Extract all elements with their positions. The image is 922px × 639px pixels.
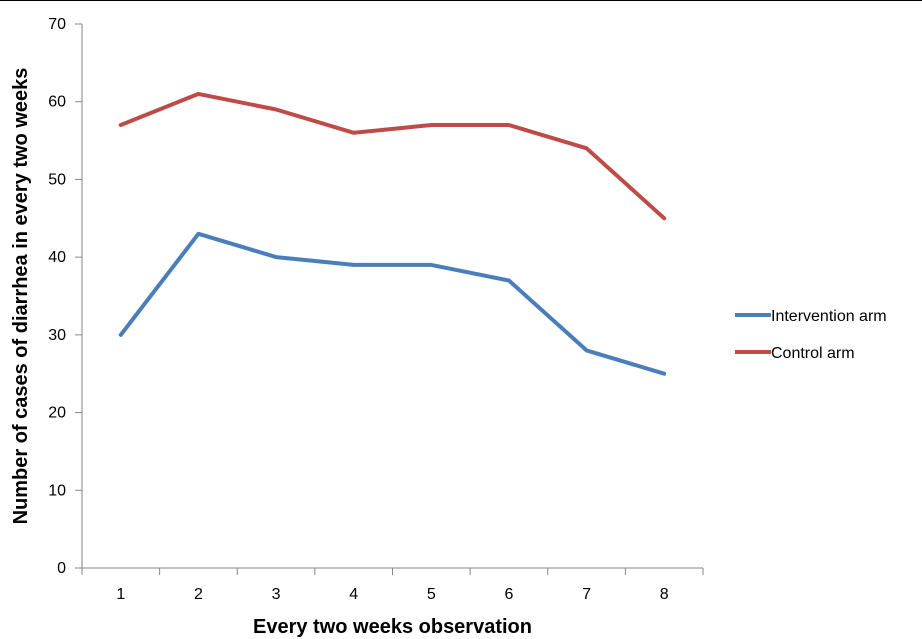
data-point — [353, 132, 355, 134]
data-point — [353, 264, 355, 266]
data-point — [275, 108, 277, 110]
y-tick-label: 10 — [48, 482, 66, 499]
y-axis-ticks: 0 10 20 30 40 50 60 70 — [48, 16, 82, 577]
y-tick-label: 70 — [48, 16, 66, 33]
data-point — [508, 124, 510, 126]
data-point — [663, 217, 665, 219]
data-point — [275, 256, 277, 258]
top-border-line — [0, 0, 922, 1]
x-tick-label: 4 — [349, 586, 358, 603]
data-point — [430, 264, 432, 266]
series-line-intervention-arm — [118, 231, 667, 376]
data-point — [430, 124, 432, 126]
x-tick-label: 7 — [582, 586, 591, 603]
data-point — [586, 349, 588, 351]
y-tick-label: 20 — [48, 405, 66, 422]
data-point — [508, 279, 510, 281]
data-point — [197, 233, 199, 235]
legend-label: Control arm — [771, 345, 855, 362]
y-axis-title: Number of cases of diarrhea in every two… — [10, 68, 32, 525]
x-tick-label: 5 — [427, 586, 436, 603]
y-tick-label: 40 — [48, 249, 66, 266]
x-tick-label: 2 — [194, 586, 203, 603]
data-point — [663, 373, 665, 375]
x-axis-ticks: 1 2 3 4 5 6 7 8 — [81, 568, 704, 603]
legend-label: Intervention arm — [771, 308, 887, 325]
series-lines — [118, 91, 667, 376]
legend: Intervention arm Control arm — [735, 308, 887, 362]
x-tick-label: 1 — [116, 586, 125, 603]
x-tick-label: 8 — [660, 586, 669, 603]
y-tick-label: 60 — [48, 94, 66, 111]
series-line-control-arm — [118, 91, 667, 221]
x-axis-title: Every two weeks observation — [253, 616, 532, 638]
y-tick-label: 50 — [48, 171, 66, 188]
x-tick-label: 3 — [272, 586, 281, 603]
data-point — [120, 334, 122, 336]
x-tick-label: 6 — [504, 586, 513, 603]
y-tick-label: 30 — [48, 327, 66, 344]
y-tick-label: 0 — [57, 560, 66, 577]
data-point — [120, 124, 122, 126]
data-point — [586, 147, 588, 149]
data-point — [197, 93, 199, 95]
